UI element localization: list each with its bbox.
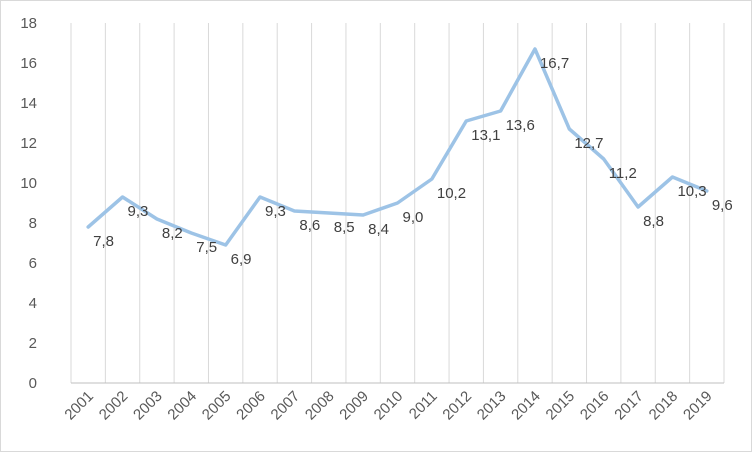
- x-tick-label: 2009: [336, 388, 372, 424]
- y-tick-label: 0: [29, 375, 37, 392]
- x-tick-label: 2003: [130, 388, 166, 424]
- data-label: 8,6: [299, 217, 320, 234]
- x-tick-label: 2014: [508, 388, 544, 424]
- x-tick-label: 2007: [268, 388, 304, 424]
- x-tick-label: 2010: [371, 388, 407, 424]
- y-tick-label: 2: [29, 335, 37, 352]
- x-tick-label: 2012: [439, 388, 475, 424]
- data-label: 9,6: [712, 197, 733, 214]
- data-label: 6,9: [231, 251, 252, 268]
- data-label: 16,7: [540, 55, 569, 72]
- x-tick-label: 2008: [302, 388, 338, 424]
- x-tick-label: 2016: [577, 388, 613, 424]
- x-tick-label: 2004: [164, 388, 200, 424]
- y-tick-label: 4: [29, 295, 37, 312]
- series-line: [88, 49, 707, 245]
- x-tick-label: 2018: [646, 388, 682, 424]
- y-tick-label: 6: [29, 255, 37, 272]
- data-label: 11,2: [609, 165, 637, 182]
- data-label: 8,2: [162, 225, 183, 242]
- y-tick-label: 18: [20, 15, 37, 32]
- data-label: 10,3: [677, 183, 706, 200]
- y-tick-label: 12: [20, 135, 37, 152]
- data-label: 10,2: [437, 185, 466, 202]
- x-tick-label: 2006: [233, 388, 269, 424]
- data-label: 13,1: [471, 127, 500, 144]
- data-label: 9,3: [265, 203, 286, 220]
- data-label: 12,7: [574, 135, 603, 152]
- data-label: 13,6: [506, 117, 535, 134]
- data-label: 8,5: [334, 219, 355, 236]
- data-label: 8,4: [368, 221, 389, 238]
- data-label: 7,8: [93, 233, 114, 250]
- y-tick-label: 10: [20, 175, 37, 192]
- data-label: 7,5: [196, 239, 217, 256]
- data-label: 8,8: [643, 213, 664, 230]
- x-tick-label: 2011: [406, 388, 441, 423]
- data-label: 9,0: [403, 209, 424, 226]
- y-tick-label: 14: [20, 95, 37, 112]
- data-label: 9,3: [128, 203, 149, 220]
- x-tick-label: 2005: [199, 388, 235, 424]
- x-tick-label: 2015: [543, 388, 579, 424]
- x-tick-label: 2001: [61, 388, 97, 424]
- y-tick-label: 16: [20, 55, 37, 72]
- x-tick-label: 2019: [680, 388, 716, 424]
- x-tick-label: 2017: [611, 388, 647, 424]
- x-tick-label: 2013: [474, 388, 510, 424]
- y-tick-label: 8: [29, 215, 37, 232]
- x-tick-label: 2002: [96, 388, 132, 424]
